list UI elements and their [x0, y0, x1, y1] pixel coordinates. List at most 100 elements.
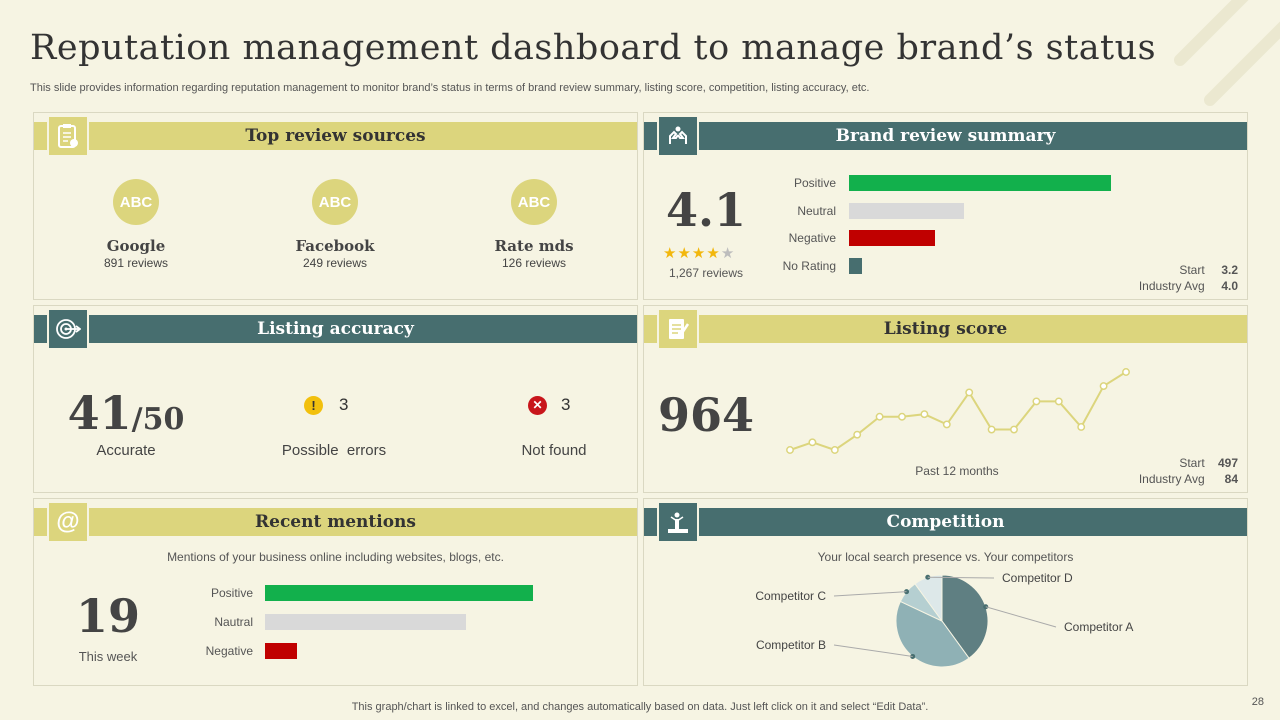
trend-point [920, 410, 929, 419]
panel-heading: Competition [644, 508, 1247, 536]
trend-point [1077, 423, 1086, 431]
bar-label: No Rating [782, 258, 836, 273]
review-count: 1,267 reviews [668, 266, 744, 280]
callout-line [985, 606, 1057, 628]
panel-brand-review-summary: Brand review summary 4.1 ★★★★★ 1,267 rev… [643, 112, 1248, 300]
trend-point [1032, 397, 1041, 406]
accurate-label: Accurate [96, 442, 156, 459]
trend-point [786, 446, 794, 454]
source-review-count: 891 reviews [103, 256, 169, 270]
review-source-google: ABC Google 891 reviews [61, 179, 211, 270]
bar-positive [849, 175, 1111, 191]
listing-score-value: 964 [657, 388, 755, 442]
page-number: 28 [1251, 696, 1264, 708]
trend-point [1054, 397, 1063, 406]
pie-label: Competitor C [755, 589, 826, 603]
source-name: Rate mds [494, 237, 574, 255]
rating-value: 4.1 [665, 183, 747, 237]
mentions-count-label: This week [78, 649, 138, 664]
logo-badge: ABC [312, 179, 358, 225]
notepad-icon [657, 308, 699, 350]
panel-heading: Listing accuracy [34, 315, 637, 343]
star-filled-icon: ★ [706, 245, 721, 262]
start-stat: Start 3.2 [1179, 263, 1238, 277]
industry-avg-stat: Industry Avg 84 [1138, 472, 1238, 486]
industry-avg-stat: Industry Avg 4.0 [1138, 279, 1238, 293]
trend-line [789, 371, 1127, 452]
competition-description: Your local search presence vs. Your comp… [817, 550, 1074, 564]
callout-line [833, 644, 913, 657]
target-icon [47, 308, 89, 350]
trend-point [942, 420, 951, 429]
bar-label: Negative [788, 231, 836, 245]
pie-label: Competitor B [756, 638, 826, 652]
review-source-facebook: ABC Facebook 249 reviews [260, 179, 410, 270]
callout-dot [904, 589, 910, 595]
review-source-rate-mds: ABC Rate mds 126 reviews [459, 179, 609, 270]
trend-point [830, 446, 839, 454]
panel-top-review-sources: Top review sources ABC Google 891 review… [33, 112, 638, 300]
trend-point [1122, 368, 1130, 376]
panel-recent-mentions: Recent mentions @ Mentions of your busin… [33, 498, 638, 686]
mentions-count: 19 [75, 589, 140, 643]
bar-positive [265, 585, 533, 601]
accurate-value: 41/50 [67, 386, 185, 440]
hands-icon [657, 115, 699, 157]
panel-competition: Competition Your local search presence v… [643, 498, 1248, 686]
bar-neutral [849, 202, 965, 219]
bar-label: Positive [793, 176, 836, 190]
star-filled-icon: ★ [691, 245, 707, 262]
possible-errors-stat: ! 3 [304, 395, 348, 415]
footer-note: This graph/chart is linked to excel, and… [351, 701, 929, 713]
callout-line [833, 591, 907, 597]
source-name: Google [106, 237, 166, 255]
source-review-count: 126 reviews [501, 256, 567, 270]
error-x-icon: ✕ [528, 395, 547, 415]
listing-score-trend-chart [786, 368, 1130, 454]
panel-heading: Listing score [644, 315, 1247, 343]
pie-label: Competitor D [1002, 571, 1073, 585]
bar-no-rating [849, 257, 863, 274]
trend-point [898, 412, 906, 421]
panel-heading: Recent mentions [34, 508, 637, 536]
trend-point [1099, 382, 1108, 391]
panel-listing-score: Listing score 964 Past 12 months Start 4… [643, 305, 1248, 493]
callout-line [927, 576, 995, 579]
source-review-count: 249 reviews [302, 256, 368, 270]
mentions-description: Mentions of your business online includi… [167, 550, 504, 564]
star-filled-icon: ★ [677, 245, 692, 262]
at-sign-icon: @ [47, 501, 89, 543]
clipboard-icon [47, 115, 89, 157]
panel-heading: Brand review summary [644, 122, 1247, 150]
star-rating: ★★★★★ [663, 244, 735, 262]
page-title: Reputation management dashboard to manag… [30, 28, 1157, 68]
bar-label: Neutral [797, 203, 836, 218]
panel-heading: Top review sources [34, 122, 637, 150]
possible-errors-label: Possible errors [281, 442, 387, 459]
callout-dot [910, 653, 916, 659]
competition-pie-chart: Competitor A Competitor B Competitor C Comp… [755, 571, 1133, 668]
panel-listing-accuracy: Listing accuracy 41/50 Accurate ! 3 Poss… [33, 305, 638, 493]
trend-point [1010, 425, 1018, 434]
bar-negative [265, 643, 298, 659]
bar-label: Negative [205, 644, 253, 658]
not-found-stat: ✕ 3 [528, 395, 570, 415]
not-found-label: Not found [521, 442, 587, 459]
logo-badge: ABC [511, 179, 557, 225]
start-stat: Start 497 [1179, 456, 1238, 470]
trend-point [987, 425, 996, 434]
bar-negative [849, 230, 936, 246]
trend-point [875, 412, 884, 421]
trend-point [853, 430, 862, 439]
trend-point [965, 388, 974, 397]
logo-badge: ABC [113, 179, 159, 225]
bar-label: Positive [210, 586, 253, 600]
corner-decoration [1170, 0, 1280, 110]
period-label: Past 12 months [915, 464, 999, 478]
bar-nautral [265, 614, 466, 630]
trend-point [808, 438, 817, 447]
star-empty-icon: ★ [720, 245, 736, 262]
star-filled-icon: ★ [663, 245, 678, 262]
source-name: Facebook [295, 237, 375, 255]
page-subtitle: This slide provides information regardin… [30, 82, 870, 94]
